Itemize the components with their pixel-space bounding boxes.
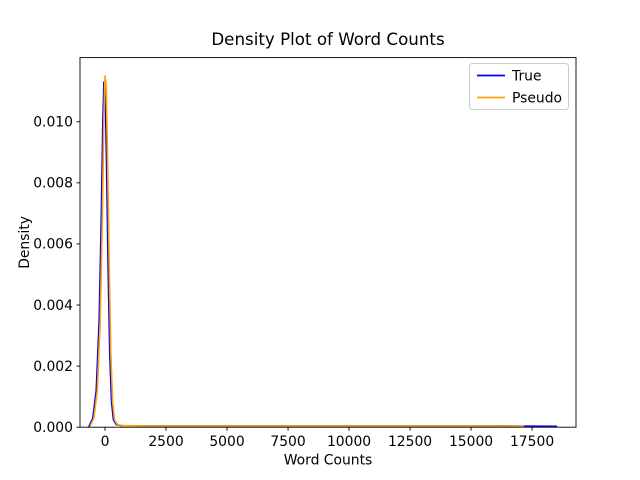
x-tick-label: 17500: [510, 434, 554, 450]
series-line-pseudo: [89, 75, 525, 428]
x-tick-label: 2500: [148, 434, 183, 450]
plot-layer: 0 2500 5000 7500 10000 12500 15000 17500 0.000 0.…: [33, 75, 558, 450]
legend-label-true: True: [511, 69, 542, 85]
chart-title: Density Plot of Word Counts: [211, 29, 444, 49]
x-tick-label: 12500: [388, 434, 432, 450]
x-tick-label: 0: [101, 434, 110, 450]
x-tick-label: 15000: [449, 434, 493, 450]
y-tick-label: 0.002: [33, 359, 73, 375]
y-axis-label: Density: [17, 216, 33, 269]
x-tick-label: 7500: [270, 434, 305, 450]
series-line-true: [88, 81, 558, 428]
axes-frame: [79, 57, 577, 428]
y-tick-label: 0.004: [33, 298, 73, 314]
y-tick-label: 0.006: [33, 237, 73, 253]
y-tick-label: 0.008: [33, 176, 73, 192]
y-tick-label: 0.000: [33, 420, 73, 436]
legend-label-pseudo: Pseudo: [512, 91, 562, 107]
legend: True Pseudo: [469, 63, 569, 110]
x-tick-label: 5000: [209, 434, 244, 450]
x-axis-label: Word Counts: [284, 453, 373, 469]
x-tick-label: 10000: [327, 434, 371, 450]
y-tick-label: 0.010: [33, 115, 73, 131]
